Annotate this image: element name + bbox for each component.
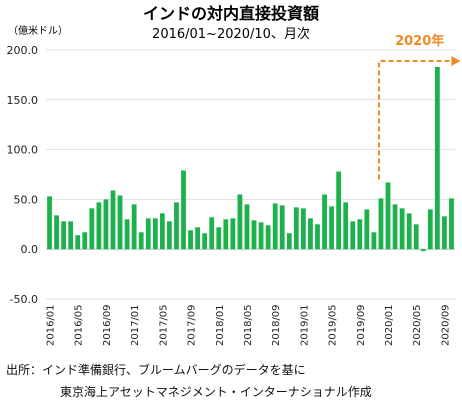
x-tick-label: 2017/05 xyxy=(158,304,169,346)
y-tick-label: -50.0 xyxy=(10,293,38,306)
bar xyxy=(428,209,433,249)
bar xyxy=(139,232,144,249)
source-line-2: 東京海上アセットマネジメント・インターナショナル作成 xyxy=(60,383,372,400)
bar xyxy=(287,233,292,249)
x-tick-label: 2019/05 xyxy=(328,304,339,346)
bar xyxy=(245,204,250,249)
bar xyxy=(118,195,123,249)
bar xyxy=(238,194,243,249)
bar xyxy=(357,219,362,249)
x-tick-label: 2016/01 xyxy=(46,304,57,346)
y-tick-label: 150.0 xyxy=(7,94,39,107)
bar xyxy=(421,249,426,251)
bar xyxy=(202,233,207,249)
bar xyxy=(111,190,116,249)
year-2020-annotation: 2020年 xyxy=(379,33,460,179)
bar xyxy=(132,204,137,249)
bar xyxy=(153,218,158,249)
bar xyxy=(104,199,109,249)
bar xyxy=(301,208,306,249)
bar xyxy=(400,208,405,249)
x-tick-label: 2020/01 xyxy=(384,304,395,346)
bar xyxy=(252,220,257,249)
bar xyxy=(329,206,334,249)
bar xyxy=(82,232,87,249)
chart-subtitle: 2016/01~2020/10、月次 xyxy=(152,26,310,42)
bars xyxy=(47,67,454,251)
x-tick-label: 2019/09 xyxy=(356,304,367,346)
bar xyxy=(350,221,355,249)
bar xyxy=(273,203,278,249)
bar xyxy=(364,209,369,249)
bar xyxy=(259,222,264,249)
bar xyxy=(75,235,80,249)
bar xyxy=(174,202,179,249)
x-tick-label: 2020/05 xyxy=(412,304,423,346)
bar xyxy=(230,218,235,249)
bar xyxy=(372,232,377,249)
y-tick-label: 50.0 xyxy=(14,193,39,206)
bar xyxy=(223,219,228,249)
bar xyxy=(266,225,271,249)
x-axis-ticks: 2016/01 2016/05 2016/09 2017/01 2017/05 2017/… xyxy=(46,304,452,346)
annotation-arrow-head xyxy=(451,56,460,66)
x-tick-label: 2018/01 xyxy=(215,304,226,346)
y-axis-ticks: -50.0 0.0 50.0 100.0 150.0 200.0 xyxy=(7,44,39,306)
bar xyxy=(96,202,101,249)
bar xyxy=(442,216,447,249)
x-tick-label: 2018/09 xyxy=(271,304,282,346)
x-tick-label: 2017/09 xyxy=(187,304,198,346)
bar xyxy=(209,217,214,249)
y-tick-label: 0.0 xyxy=(21,243,39,256)
x-tick-label: 2019/01 xyxy=(299,304,310,346)
bar xyxy=(336,172,341,250)
bar xyxy=(125,219,130,249)
bar xyxy=(61,221,66,249)
source-line-1: 出所：インド準備銀行、ブルームバーグのデータを基に xyxy=(6,361,306,378)
annotation-arrow-line xyxy=(379,61,452,179)
bar xyxy=(386,182,391,249)
bar xyxy=(89,208,94,249)
bar xyxy=(315,224,320,249)
bar xyxy=(160,213,165,249)
bar xyxy=(449,198,454,249)
bar xyxy=(181,171,186,250)
chart-title: インドの対内直接投資額 xyxy=(143,4,319,23)
bar xyxy=(414,224,419,249)
bar xyxy=(343,202,348,249)
bar xyxy=(167,221,172,249)
bar xyxy=(216,227,221,249)
bar xyxy=(322,194,327,249)
bar xyxy=(407,213,412,249)
bar xyxy=(68,221,73,249)
x-tick-label: 2017/01 xyxy=(130,304,141,346)
bar xyxy=(379,198,384,249)
unit-label: （億米ドル） xyxy=(8,24,68,37)
bar xyxy=(294,207,299,249)
x-tick-label: 2018/05 xyxy=(243,304,254,346)
y-tick-label: 100.0 xyxy=(7,144,39,157)
bar xyxy=(393,204,398,249)
bar xyxy=(146,218,151,249)
bar xyxy=(188,230,193,249)
bar xyxy=(54,215,59,249)
bar xyxy=(47,196,52,249)
bar xyxy=(308,218,313,249)
bar xyxy=(280,205,285,249)
bar xyxy=(195,227,200,249)
annotation-label: 2020年 xyxy=(395,33,444,49)
y-tick-label: 200.0 xyxy=(7,44,39,57)
gridlines xyxy=(46,50,455,299)
x-tick-label: 2016/09 xyxy=(102,304,113,346)
bar xyxy=(435,67,440,249)
x-tick-label: 2020/09 xyxy=(440,304,451,346)
x-tick-label: 2016/05 xyxy=(74,304,85,346)
